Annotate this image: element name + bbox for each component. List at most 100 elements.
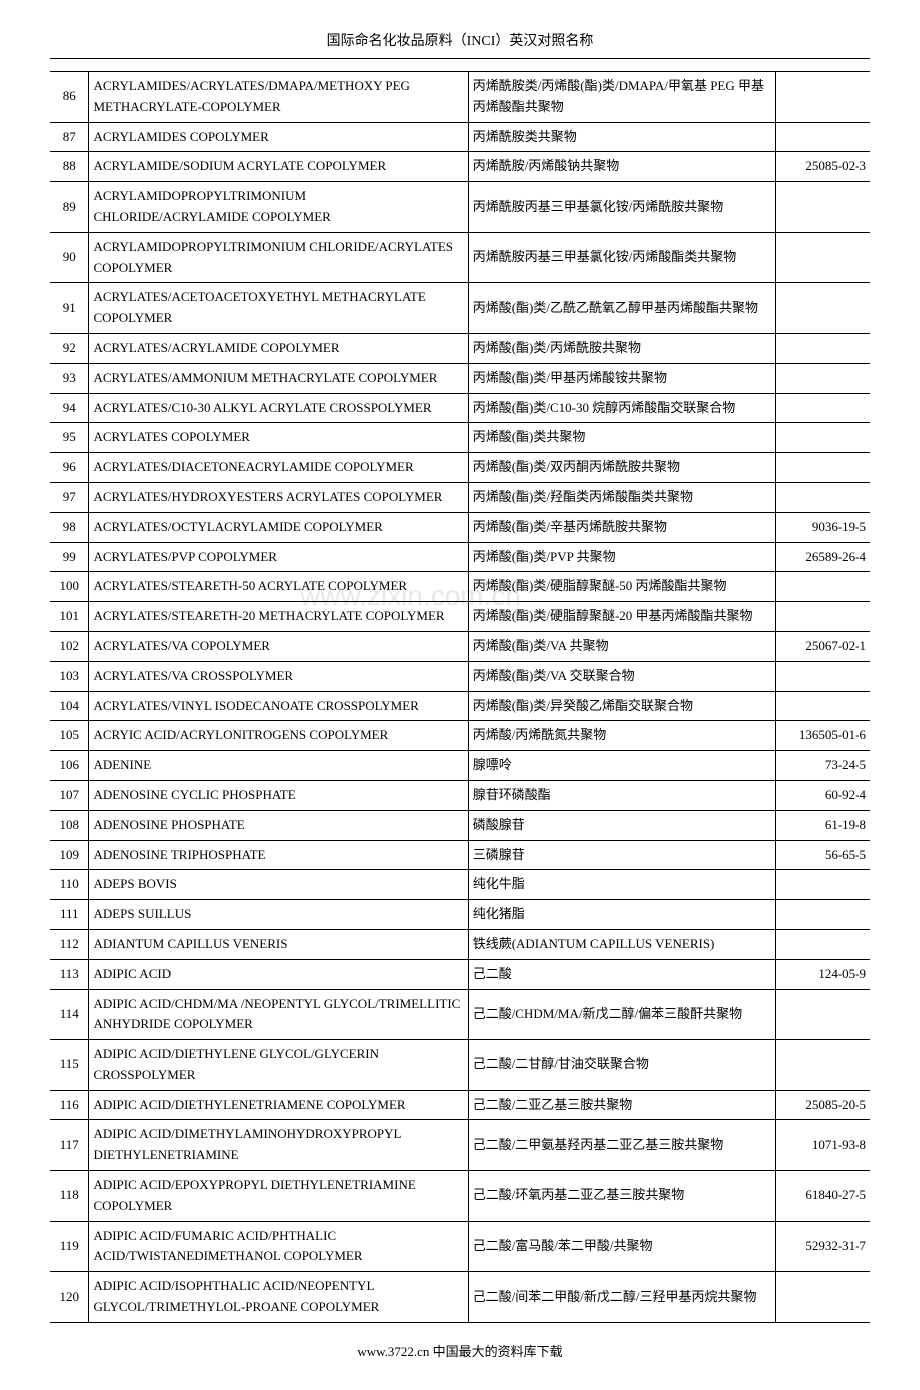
chinese-name: 丙烯酸(酯)类/辛基丙烯酰胺共聚物	[468, 512, 776, 542]
cas-number	[776, 1272, 870, 1323]
chinese-name: 丙烯酸(酯)类/硬脂醇聚醚-20 甲基丙烯酸酯共聚物	[468, 602, 776, 632]
table-row: 119ADIPIC ACID/FUMARIC ACID/PHTHALIC ACI…	[50, 1221, 870, 1272]
cas-number	[776, 691, 870, 721]
chinese-name: 丙烯酰胺类共聚物	[468, 122, 776, 152]
chinese-name: 己二酸/间苯二甲酸/新戊二醇/三羟甲基丙烷共聚物	[468, 1272, 776, 1323]
row-number: 111	[50, 900, 89, 930]
english-name: ACRYLATES COPOLYMER	[89, 423, 468, 453]
table-row: 107ADENOSINE CYCLIC PHOSPHATE腺苷环磷酸酯60-92…	[50, 780, 870, 810]
row-number: 117	[50, 1120, 89, 1171]
row-number: 91	[50, 283, 89, 334]
english-name: ACRYLATES/VA COPOLYMER	[89, 631, 468, 661]
cas-number	[776, 333, 870, 363]
inci-table: 86ACRYLAMIDES/ACRYLATES/DMAPA/METHOXY PE…	[50, 71, 870, 1323]
table-row: 110ADEPS BOVIS纯化牛脂	[50, 870, 870, 900]
english-name: ADIPIC ACID/ISOPHTHALIC ACID/NEOPENTYL G…	[89, 1272, 468, 1323]
table-row: 92ACRYLATES/ACRYLAMIDE COPOLYMER丙烯酸(酯)类/…	[50, 333, 870, 363]
table-row: 90ACRYLAMIDOPROPYLTRIMONIUM CHLORIDE/ACR…	[50, 232, 870, 283]
table-row: 120ADIPIC ACID/ISOPHTHALIC ACID/NEOPENTY…	[50, 1272, 870, 1323]
row-number: 96	[50, 453, 89, 483]
chinese-name: 丙烯酸(酯)类/丙烯酰胺共聚物	[468, 333, 776, 363]
row-number: 93	[50, 363, 89, 393]
chinese-name: 铁线蕨(ADIANTUM CAPILLUS VENERIS)	[468, 929, 776, 959]
chinese-name: 己二酸/二亚乙基三胺共聚物	[468, 1090, 776, 1120]
english-name: ACRYLATES/ACRYLAMIDE COPOLYMER	[89, 333, 468, 363]
chinese-name: 丙烯酸(酯)类共聚物	[468, 423, 776, 453]
english-name: ADIPIC ACID/CHDM/MA /NEOPENTYL GLYCOL/TR…	[89, 989, 468, 1040]
table-row: 102ACRYLATES/VA COPOLYMER丙烯酸(酯)类/VA 共聚物2…	[50, 631, 870, 661]
row-number: 110	[50, 870, 89, 900]
english-name: ADENINE	[89, 751, 468, 781]
chinese-name: 丙烯酸(酯)类/C10-30 烷醇丙烯酸酯交联聚合物	[468, 393, 776, 423]
cas-number	[776, 453, 870, 483]
row-number: 107	[50, 780, 89, 810]
page-title: 国际命名化妆品原料（INCI）英汉对照名称	[50, 30, 870, 59]
table-row: 94ACRYLATES/C10-30 ALKYL ACRYLATE CROSSP…	[50, 393, 870, 423]
chinese-name: 丙烯酸(酯)类/乙酰乙酰氧乙醇甲基丙烯酸酯共聚物	[468, 283, 776, 334]
english-name: ACRYLATES/OCTYLACRYLAMIDE COPOLYMER	[89, 512, 468, 542]
table-row: 99ACRYLATES/PVP COPOLYMER丙烯酸(酯)类/PVP 共聚物…	[50, 542, 870, 572]
row-number: 113	[50, 959, 89, 989]
english-name: ACRYLAMIDES/ACRYLATES/DMAPA/METHOXY PEG …	[89, 72, 468, 123]
english-name: ADIPIC ACID/FUMARIC ACID/PHTHALIC ACID/T…	[89, 1221, 468, 1272]
chinese-name: 己二酸	[468, 959, 776, 989]
row-number: 94	[50, 393, 89, 423]
english-name: ACRYLATES/HYDROXYESTERS ACRYLATES COPOLY…	[89, 482, 468, 512]
english-name: ADEPS SUILLUS	[89, 900, 468, 930]
cas-number: 73-24-5	[776, 751, 870, 781]
row-number: 100	[50, 572, 89, 602]
english-name: ACRYLATES/STEARETH-50 ACRYLATE COPOLYMER	[89, 572, 468, 602]
chinese-name: 丙烯酰胺/丙烯酸钠共聚物	[468, 152, 776, 182]
page-footer: www.3722.cn 中国最大的资料库下载	[50, 1341, 870, 1360]
chinese-name: 己二酸/二甲氨基羟丙基二亚乙基三胺共聚物	[468, 1120, 776, 1171]
table-row: 116ADIPIC ACID/DIETHYLENETRIAMENE COPOLY…	[50, 1090, 870, 1120]
english-name: ADENOSINE TRIPHOSPHATE	[89, 840, 468, 870]
english-name: ACRYLATES/STEARETH-20 METHACRYLATE COPOL…	[89, 602, 468, 632]
cas-number	[776, 900, 870, 930]
cas-number	[776, 929, 870, 959]
chinese-name: 丙烯酸(酯)类/VA 共聚物	[468, 631, 776, 661]
cas-number: 136505-01-6	[776, 721, 870, 751]
chinese-name: 腺嘌呤	[468, 751, 776, 781]
english-name: ACRYLATES/VA CROSSPOLYMER	[89, 661, 468, 691]
row-number: 104	[50, 691, 89, 721]
table-row: 115ADIPIC ACID/DIETHYLENE GLYCOL/GLYCERI…	[50, 1040, 870, 1091]
english-name: ADIPIC ACID/EPOXYPROPYL DIETHYLENETRIAMI…	[89, 1171, 468, 1222]
table-row: 106ADENINE腺嘌呤73-24-5	[50, 751, 870, 781]
chinese-name: 己二酸/CHDM/MA/新戊二醇/偏苯三酸酐共聚物	[468, 989, 776, 1040]
english-name: ACRYIC ACID/ACRYLONITROGENS COPOLYMER	[89, 721, 468, 751]
table-row: 113ADIPIC ACID己二酸124-05-9	[50, 959, 870, 989]
table-row: 95ACRYLATES COPOLYMER丙烯酸(酯)类共聚物	[50, 423, 870, 453]
cas-number: 61840-27-5	[776, 1171, 870, 1222]
row-number: 101	[50, 602, 89, 632]
cas-number	[776, 572, 870, 602]
row-number: 114	[50, 989, 89, 1040]
chinese-name: 丙烯酸(酯)类/VA 交联聚合物	[468, 661, 776, 691]
english-name: ACRYLAMIDOPROPYLTRIMONIUM CHLORIDE/ACRYL…	[89, 232, 468, 283]
chinese-name: 丙烯酸(酯)类/硬脂醇聚醚-50 丙烯酸酯共聚物	[468, 572, 776, 602]
row-number: 109	[50, 840, 89, 870]
row-number: 106	[50, 751, 89, 781]
row-number: 98	[50, 512, 89, 542]
cas-number: 60-92-4	[776, 780, 870, 810]
cas-number	[776, 423, 870, 453]
cas-number	[776, 661, 870, 691]
chinese-name: 丙烯酸(酯)类/PVP 共聚物	[468, 542, 776, 572]
chinese-name: 己二酸/二甘醇/甘油交联聚合物	[468, 1040, 776, 1091]
chinese-name: 丙烯酸/丙烯酰氮共聚物	[468, 721, 776, 751]
cas-number: 56-65-5	[776, 840, 870, 870]
english-name: ADIPIC ACID	[89, 959, 468, 989]
table-row: 111ADEPS SUILLUS纯化猪脂	[50, 900, 870, 930]
table-row: 93ACRYLATES/AMMONIUM METHACRYLATE COPOLY…	[50, 363, 870, 393]
row-number: 103	[50, 661, 89, 691]
table-row: 100ACRYLATES/STEARETH-50 ACRYLATE COPOLY…	[50, 572, 870, 602]
chinese-name: 丙烯酰胺类/丙烯酸(酯)类/DMAPA/甲氧基 PEG 甲基丙烯酸酯共聚物	[468, 72, 776, 123]
english-name: ACRYLATES/VINYL ISODECANOATE CROSSPOLYME…	[89, 691, 468, 721]
row-number: 112	[50, 929, 89, 959]
row-number: 88	[50, 152, 89, 182]
table-row: 112ADIANTUM CAPILLUS VENERIS铁线蕨(ADIANTUM…	[50, 929, 870, 959]
table-row: 89ACRYLAMIDOPROPYLTRIMONIUM CHLORIDE/ACR…	[50, 182, 870, 233]
cas-number	[776, 363, 870, 393]
row-number: 97	[50, 482, 89, 512]
table-row: 87ACRYLAMIDES COPOLYMER丙烯酰胺类共聚物	[50, 122, 870, 152]
